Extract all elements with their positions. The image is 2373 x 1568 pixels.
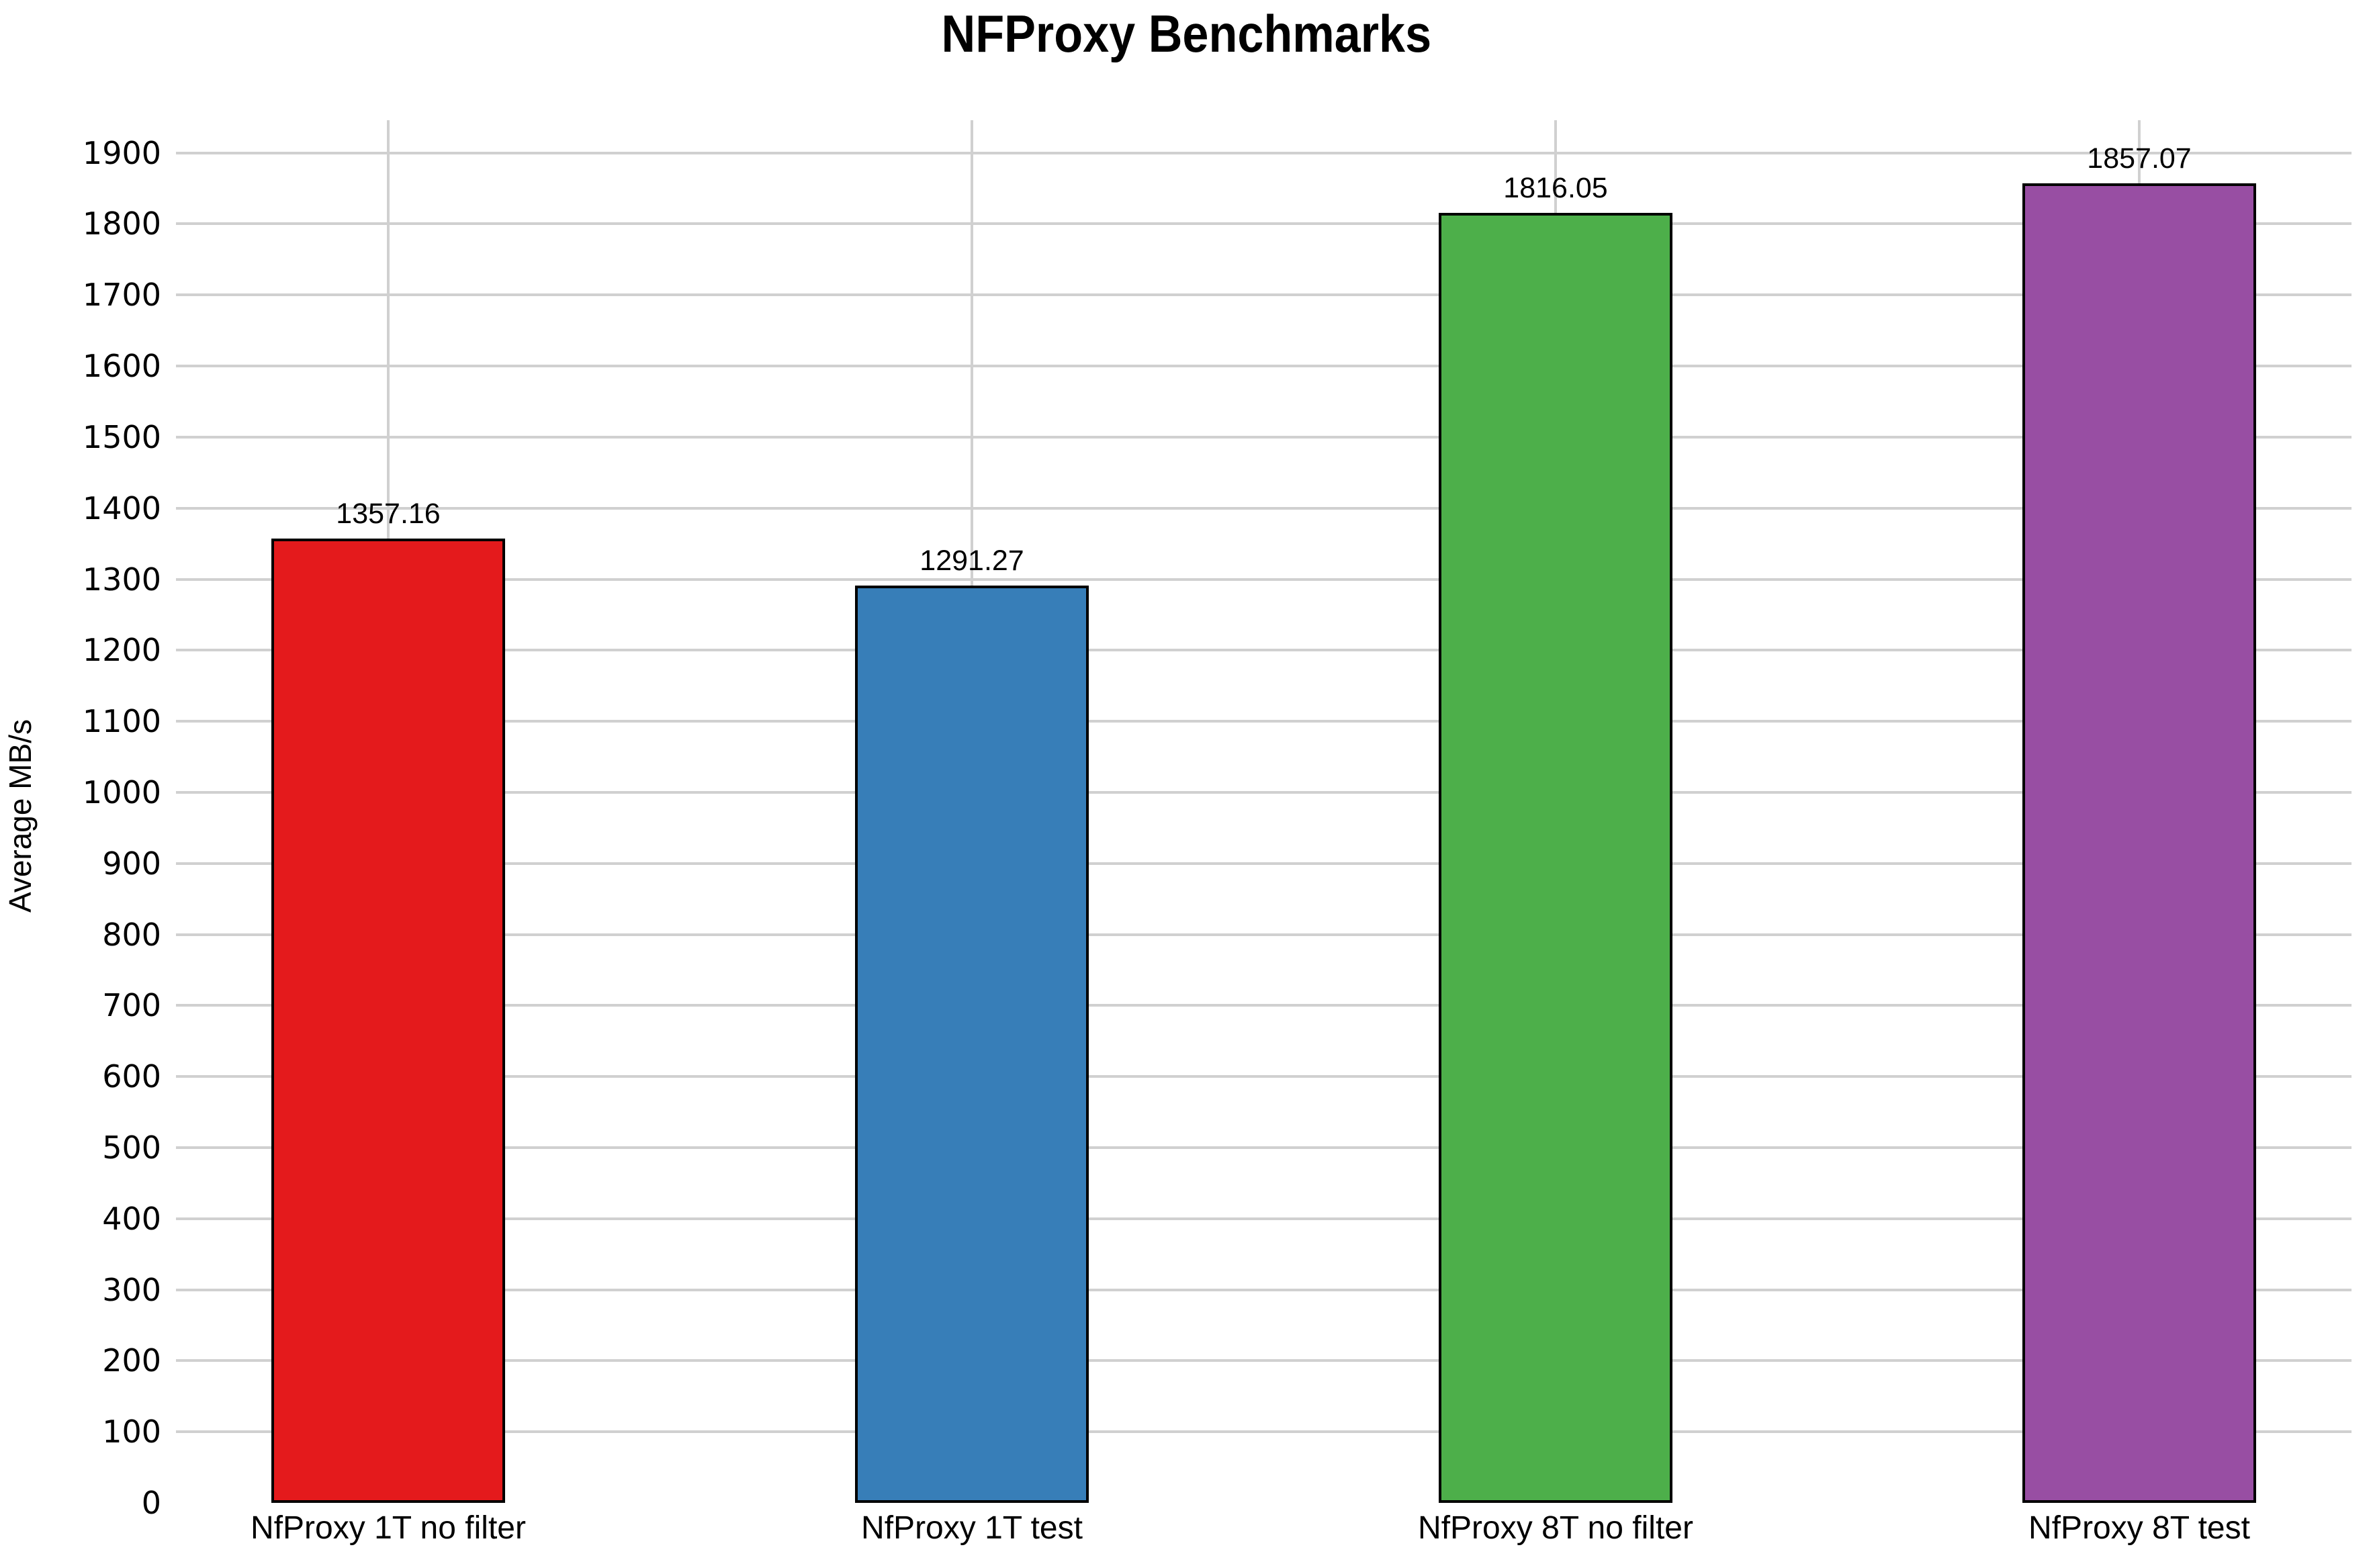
- y-tick-label-1200: 1200: [82, 632, 161, 669]
- y-tick-label-900: 900: [102, 845, 161, 882]
- h-gridline-1000: [176, 790, 2352, 794]
- x-tick-label-nfproxy-1t-no-filter: NfProxy 1T no filter: [251, 1510, 526, 1546]
- y-tick-label-1900: 1900: [82, 134, 161, 171]
- h-gridline-1300: [176, 578, 2352, 581]
- h-gridline-900: [176, 862, 2352, 865]
- y-tick-label-700: 700: [102, 987, 161, 1024]
- plot-area: 1357.16 1291.27 1816.05 1857.07: [176, 120, 2352, 1503]
- y-tick-label-1600: 1600: [82, 348, 161, 385]
- y-tick-label-1800: 1800: [82, 205, 161, 242]
- y-tick-label-800: 800: [102, 916, 161, 953]
- chart-title-text: NFProxy Benchmarks: [941, 4, 1432, 63]
- y-tick-label-0: 0: [141, 1485, 161, 1521]
- y-tick-label-600: 600: [102, 1058, 161, 1095]
- h-gridline-500: [176, 1146, 2352, 1149]
- y-tick-label-500: 500: [102, 1129, 161, 1166]
- value-label-nfproxy-1t-test: 1291.27: [920, 544, 1024, 577]
- h-gridline-400: [176, 1217, 2352, 1220]
- h-gridline-700: [176, 1004, 2352, 1007]
- y-tick-label-1400: 1400: [82, 490, 161, 526]
- x-tick-label-nfproxy-1t-test: NfProxy 1T test: [861, 1510, 1083, 1546]
- h-gridline-100: [176, 1430, 2352, 1434]
- value-label-nfproxy-8t-no-filter: 1816.05: [1503, 171, 1608, 204]
- y-tick-label-1000: 1000: [82, 774, 161, 811]
- x-tick-label-nfproxy-8t-test: NfProxy 8T test: [2028, 1510, 2250, 1546]
- h-gridline-800: [176, 933, 2352, 936]
- bar-nfproxy-8t-test: [2022, 183, 2256, 1503]
- h-gridline-1500: [176, 435, 2352, 439]
- h-gridline-1200: [176, 649, 2352, 652]
- chart-title: NFProxy Benchmarks: [0, 4, 2373, 64]
- h-gridline-1800: [176, 222, 2352, 226]
- value-label-nfproxy-8t-test: 1857.07: [2087, 142, 2192, 175]
- bar-nfproxy-8t-no-filter: [1439, 212, 1672, 1503]
- y-tick-label-1700: 1700: [82, 277, 161, 314]
- y-tick-label-200: 200: [102, 1342, 161, 1379]
- y-tick-label-1300: 1300: [82, 561, 161, 598]
- x-tick-label-nfproxy-8t-no-filter: NfProxy 8T no filter: [1418, 1510, 1693, 1546]
- h-gridline-1900: [176, 151, 2352, 154]
- bar-nfproxy-1t-test: [855, 585, 1089, 1503]
- h-gridline-1600: [176, 365, 2352, 368]
- h-gridline-200: [176, 1359, 2352, 1363]
- y-tick-label-400: 400: [102, 1200, 161, 1237]
- h-gridline-1100: [176, 720, 2352, 723]
- value-label-nfproxy-1t-no-filter: 1357.16: [336, 498, 441, 531]
- h-gridline-300: [176, 1288, 2352, 1291]
- y-tick-label-100: 100: [102, 1414, 161, 1450]
- y-tick-label-300: 300: [102, 1271, 161, 1308]
- y-tick-label-1100: 1100: [82, 703, 161, 740]
- bar-nfproxy-1t-no-filter: [271, 539, 505, 1503]
- h-gridline-1400: [176, 506, 2352, 510]
- h-gridline-1700: [176, 293, 2352, 297]
- h-gridline-600: [176, 1075, 2352, 1078]
- y-tick-label-1500: 1500: [82, 418, 161, 455]
